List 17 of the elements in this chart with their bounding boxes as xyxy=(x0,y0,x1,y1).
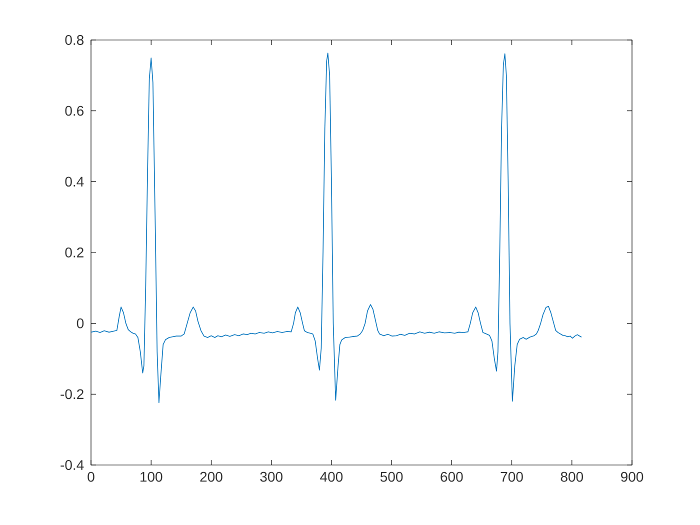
x-tick-label: 200 xyxy=(200,472,222,482)
x-tick-label: 400 xyxy=(320,472,343,482)
x-tick-label: 700 xyxy=(500,472,523,482)
x-tick-label: 900 xyxy=(620,472,644,482)
y-tick-label: 0.2 xyxy=(65,248,84,258)
y-tick-label: -0.2 xyxy=(60,389,84,400)
x-tick-label: 600 xyxy=(440,472,463,482)
x-tick-label: 300 xyxy=(260,472,282,482)
x-tick-label: 100 xyxy=(140,472,162,482)
y-tick-label: -0.4 xyxy=(60,460,84,470)
x-tick-label: 500 xyxy=(380,472,403,482)
y-tick-label: 0 xyxy=(76,318,84,328)
x-tick-label: 0 xyxy=(88,472,94,482)
y-tick-label: 0.4 xyxy=(65,176,84,187)
y-tick-label: 0.8 xyxy=(65,35,84,45)
y-tick-label: 0.6 xyxy=(65,106,84,116)
x-tick-label: 800 xyxy=(560,472,584,482)
